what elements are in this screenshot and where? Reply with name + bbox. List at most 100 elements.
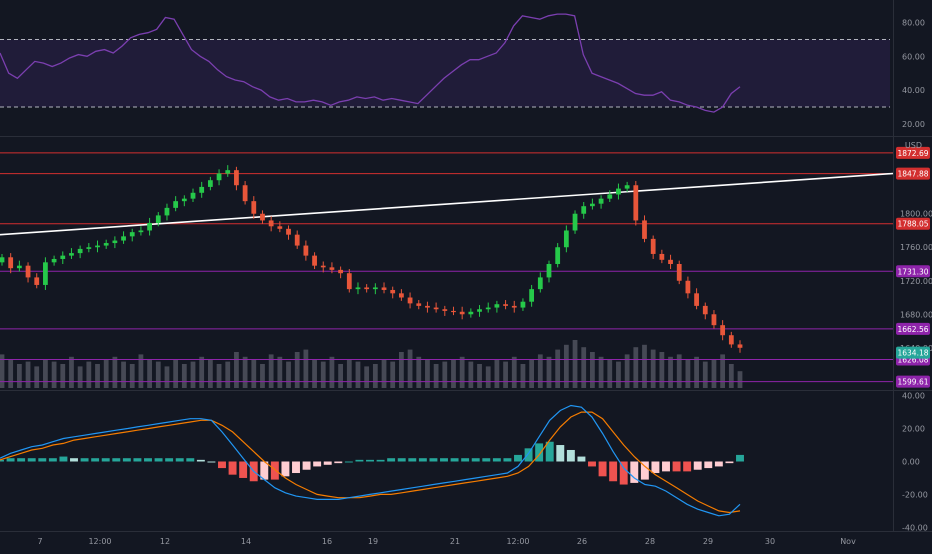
- macd-histogram-bar: [450, 458, 459, 462]
- candle-body: [225, 170, 231, 174]
- time-tick-label: 29: [703, 537, 713, 546]
- volume-bar: [286, 361, 291, 388]
- macd-histogram-bar: [101, 458, 110, 462]
- level-price-label: 1626.08: [897, 355, 928, 364]
- macd-histogram-bar: [514, 454, 522, 462]
- candle-body: [381, 287, 387, 290]
- macd-histogram-bar: [17, 458, 26, 462]
- level-price-tag: [896, 167, 930, 180]
- volume-bar: [260, 364, 265, 388]
- macd-histogram-bar: [440, 458, 448, 462]
- candle-body: [642, 220, 647, 239]
- volume-bar: [355, 361, 361, 388]
- candle-body: [155, 215, 161, 223]
- macd-histogram-bar: [704, 461, 713, 469]
- candle-body: [164, 207, 170, 216]
- candle-body: [633, 185, 639, 221]
- volume-bar: [728, 364, 734, 388]
- candle-body: [659, 253, 665, 260]
- candle-body: [451, 310, 456, 313]
- time-tick-label: 30: [765, 537, 775, 546]
- candle-body: [650, 238, 656, 254]
- volume-bar: [51, 361, 57, 388]
- candle-body: [51, 258, 57, 263]
- volume-bar: [199, 356, 205, 388]
- candle-body: [25, 265, 31, 278]
- volume-bar: [303, 349, 309, 388]
- macd-histogram-bar: [408, 458, 417, 462]
- volume-bar: [563, 344, 569, 388]
- macd-histogram-bar: [302, 461, 311, 470]
- volume-bar: [381, 359, 387, 388]
- macd-panel: [0, 404, 744, 517]
- candle-body: [34, 277, 40, 285]
- macd-histogram-bar: [725, 461, 734, 464]
- volume-bar: [624, 354, 630, 388]
- volume-bar: [529, 359, 535, 388]
- volume-bar: [372, 364, 378, 388]
- macd-histogram-bar: [397, 458, 406, 462]
- macd-histogram-bar: [70, 458, 78, 462]
- candle-body: [8, 257, 14, 269]
- macd-histogram-bar: [6, 458, 15, 462]
- candle-body: [399, 293, 404, 298]
- macd-tick-label: -20.00: [902, 490, 928, 499]
- volume-bar: [34, 366, 40, 388]
- volume-bar: [60, 364, 66, 388]
- macd-histogram-bar: [313, 461, 322, 467]
- candle-body: [563, 230, 569, 248]
- macd-histogram-bar: [545, 441, 554, 462]
- volume-bar: [581, 347, 587, 388]
- candle-body: [555, 247, 561, 264]
- macd-histogram-bar: [492, 458, 501, 462]
- level-price-label: 1872.69: [897, 149, 928, 158]
- volume-bar: [546, 356, 552, 388]
- candle-body: [442, 309, 448, 311]
- volume-bar: [112, 356, 118, 388]
- candle-body: [468, 311, 474, 315]
- macd-histogram-bar: [165, 458, 174, 462]
- candle-body: [355, 287, 361, 290]
- level-price-label: 1847.88: [897, 170, 928, 179]
- level-price-tag: [896, 375, 930, 388]
- volume-bar: [494, 359, 500, 388]
- volume-bar: [190, 361, 196, 388]
- macd-histogram-bar: [91, 458, 100, 462]
- volume-bar: [16, 364, 22, 388]
- volume-bar: [607, 359, 613, 388]
- rsi-band: [0, 39, 890, 107]
- volume-bar: [468, 361, 474, 388]
- candle-body: [77, 248, 83, 254]
- candle-body: [520, 301, 526, 308]
- candle-body: [181, 198, 187, 202]
- candle-body: [485, 307, 491, 310]
- volume-bar: [251, 359, 257, 388]
- macd-line: [0, 404, 741, 517]
- candle-body: [685, 280, 691, 294]
- candle-body: [43, 262, 48, 285]
- macd-histogram-bar: [48, 458, 57, 462]
- volume-bar: [676, 354, 682, 388]
- macd-histogram-bar: [556, 445, 565, 462]
- volume-bar: [511, 356, 517, 388]
- macd-histogram-bar: [144, 458, 152, 462]
- macd-histogram-bar: [186, 458, 195, 462]
- candle-body: [425, 305, 430, 308]
- last-price-label: 1634.18: [897, 349, 928, 358]
- time-tick-label: 26: [577, 537, 587, 546]
- macd-histogram-bar: [387, 458, 396, 462]
- candle-body: [260, 213, 265, 221]
- level-price-label: 1731.30: [897, 267, 928, 276]
- candle-body: [503, 304, 508, 306]
- candle-body: [286, 228, 291, 235]
- volume-bar: [642, 344, 647, 388]
- time-axis: 7 12:00 12 14 16 19 21 12:00 26 28 29 30 Nov: [37, 537, 856, 546]
- candle-body: [711, 314, 717, 326]
- volume-bar: [668, 356, 673, 388]
- volume-bar: [537, 354, 543, 388]
- candle-body: [494, 304, 500, 308]
- time-tick-label: 19: [368, 537, 378, 546]
- volume-bar: [364, 366, 370, 388]
- volume-bar: [590, 352, 595, 388]
